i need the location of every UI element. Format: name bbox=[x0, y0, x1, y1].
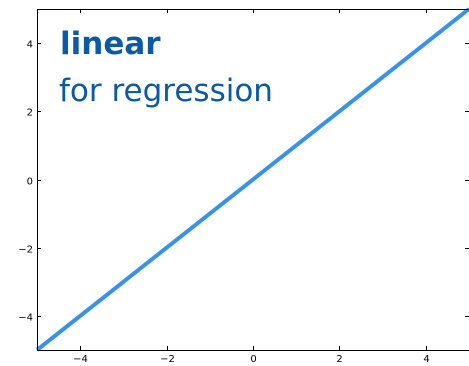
y-tick-label: 4 bbox=[27, 40, 33, 51]
plot-frame bbox=[37, 9, 469, 351]
x-tick-label: −4 bbox=[73, 354, 88, 365]
x-tick-label: 2 bbox=[336, 354, 342, 365]
x-ticks: −4 −2 0 2 4 bbox=[73, 9, 430, 365]
y-tick-label: 0 bbox=[27, 177, 33, 188]
series-layer bbox=[35, 7, 469, 352]
y-tick-label: 2 bbox=[27, 108, 33, 119]
x-tick-label: 0 bbox=[250, 354, 256, 365]
y-tick-label: −2 bbox=[18, 245, 33, 256]
x-tick-label: 4 bbox=[423, 354, 429, 365]
chart-title: linear bbox=[60, 26, 161, 62]
series-line bbox=[35, 7, 469, 352]
chart-subtitle: for regression bbox=[59, 73, 273, 109]
x-tick-label: −2 bbox=[160, 354, 175, 365]
y-tick-label: −4 bbox=[18, 313, 33, 324]
